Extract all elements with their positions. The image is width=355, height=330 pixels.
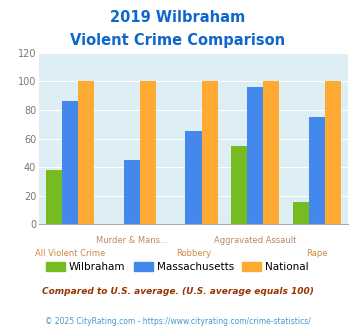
- Bar: [78, 82, 94, 224]
- Bar: [62, 101, 78, 224]
- Text: Violent Crime Comparison: Violent Crime Comparison: [70, 33, 285, 48]
- Bar: [293, 202, 309, 224]
- Bar: [231, 146, 247, 224]
- Text: Murder & Mans...: Murder & Mans...: [96, 236, 168, 245]
- Text: Rape: Rape: [306, 249, 328, 258]
- Text: © 2025 CityRating.com - https://www.cityrating.com/crime-statistics/: © 2025 CityRating.com - https://www.city…: [45, 317, 310, 326]
- Text: Aggravated Assault: Aggravated Assault: [214, 236, 296, 245]
- Text: Robbery: Robbery: [176, 249, 211, 258]
- Bar: [124, 160, 140, 224]
- Bar: [140, 82, 156, 224]
- Bar: [263, 82, 279, 224]
- Bar: [202, 82, 218, 224]
- Bar: [309, 117, 325, 224]
- Legend: Wilbraham, Massachusetts, National: Wilbraham, Massachusetts, National: [42, 258, 313, 276]
- Text: All Violent Crime: All Violent Crime: [35, 249, 105, 258]
- Bar: [46, 170, 62, 224]
- Bar: [247, 87, 263, 224]
- Text: 2019 Wilbraham: 2019 Wilbraham: [110, 10, 245, 25]
- Bar: [185, 131, 202, 224]
- Text: Compared to U.S. average. (U.S. average equals 100): Compared to U.S. average. (U.S. average …: [42, 287, 313, 296]
- Bar: [325, 82, 341, 224]
